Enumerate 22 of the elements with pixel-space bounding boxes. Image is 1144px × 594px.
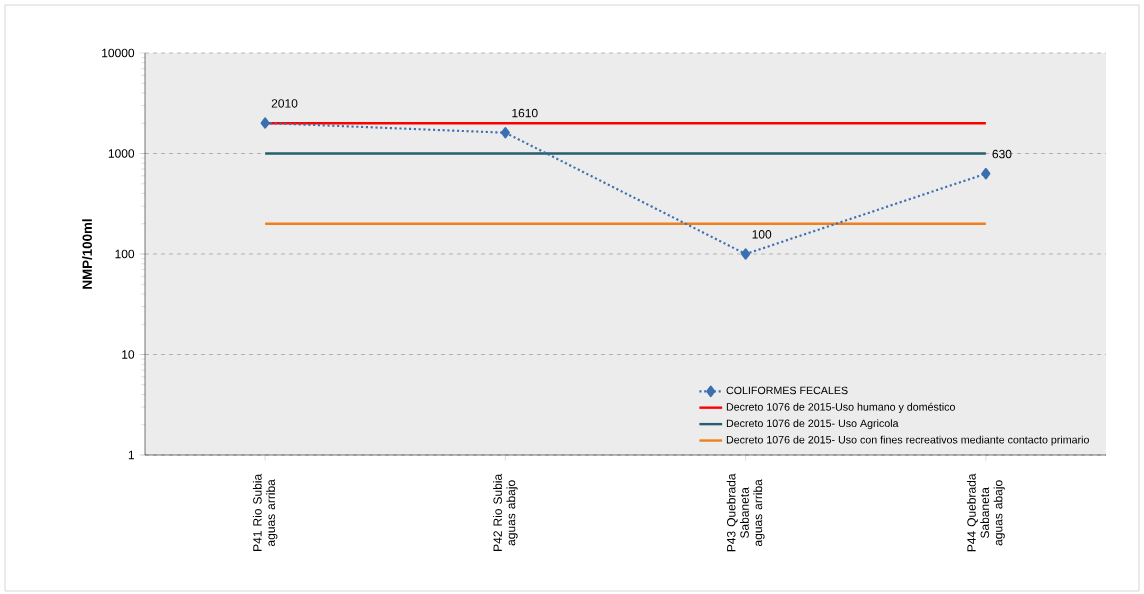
x-tick-label: P43 Quebrada Sabaneta aguas arriba <box>726 473 765 552</box>
x-tick-label: P42 Rio Subia aguas abajo <box>493 473 518 551</box>
legend-label: Decreto 1076 de 2015-Uso humano y doméstico <box>726 402 955 413</box>
y-tick-label: 1000 <box>108 149 135 158</box>
data-label: 2010 <box>271 99 298 108</box>
x-tick-label: P44 Quebrada Sabaneta aguas abajo <box>966 473 1005 552</box>
legend-label: Decreto 1076 de 2015- Uso Agricola <box>726 419 899 430</box>
point <box>500 126 510 139</box>
y-axis-title: NMP/100ml <box>82 219 93 289</box>
data-label: 630 <box>992 149 1012 159</box>
data-label: 1610 <box>512 108 538 118</box>
point <box>981 167 991 180</box>
y-tick-label: 10000 <box>102 48 135 58</box>
y-tick-label: 10 <box>122 350 135 359</box>
point <box>741 248 751 260</box>
legend-label: COLIFORMES FECALES <box>726 386 848 395</box>
y-tick-label: 100 <box>115 249 135 259</box>
legend-label: Decreto 1076 de 2015- Uso con fines recreativos mediante contacto primario <box>726 435 1089 446</box>
point <box>260 117 270 129</box>
y-tick-label: 1 <box>128 450 135 460</box>
data-label: 100 <box>752 230 772 239</box>
x-tick-label: P41 Rio Subia aguas arriba <box>252 473 278 551</box>
